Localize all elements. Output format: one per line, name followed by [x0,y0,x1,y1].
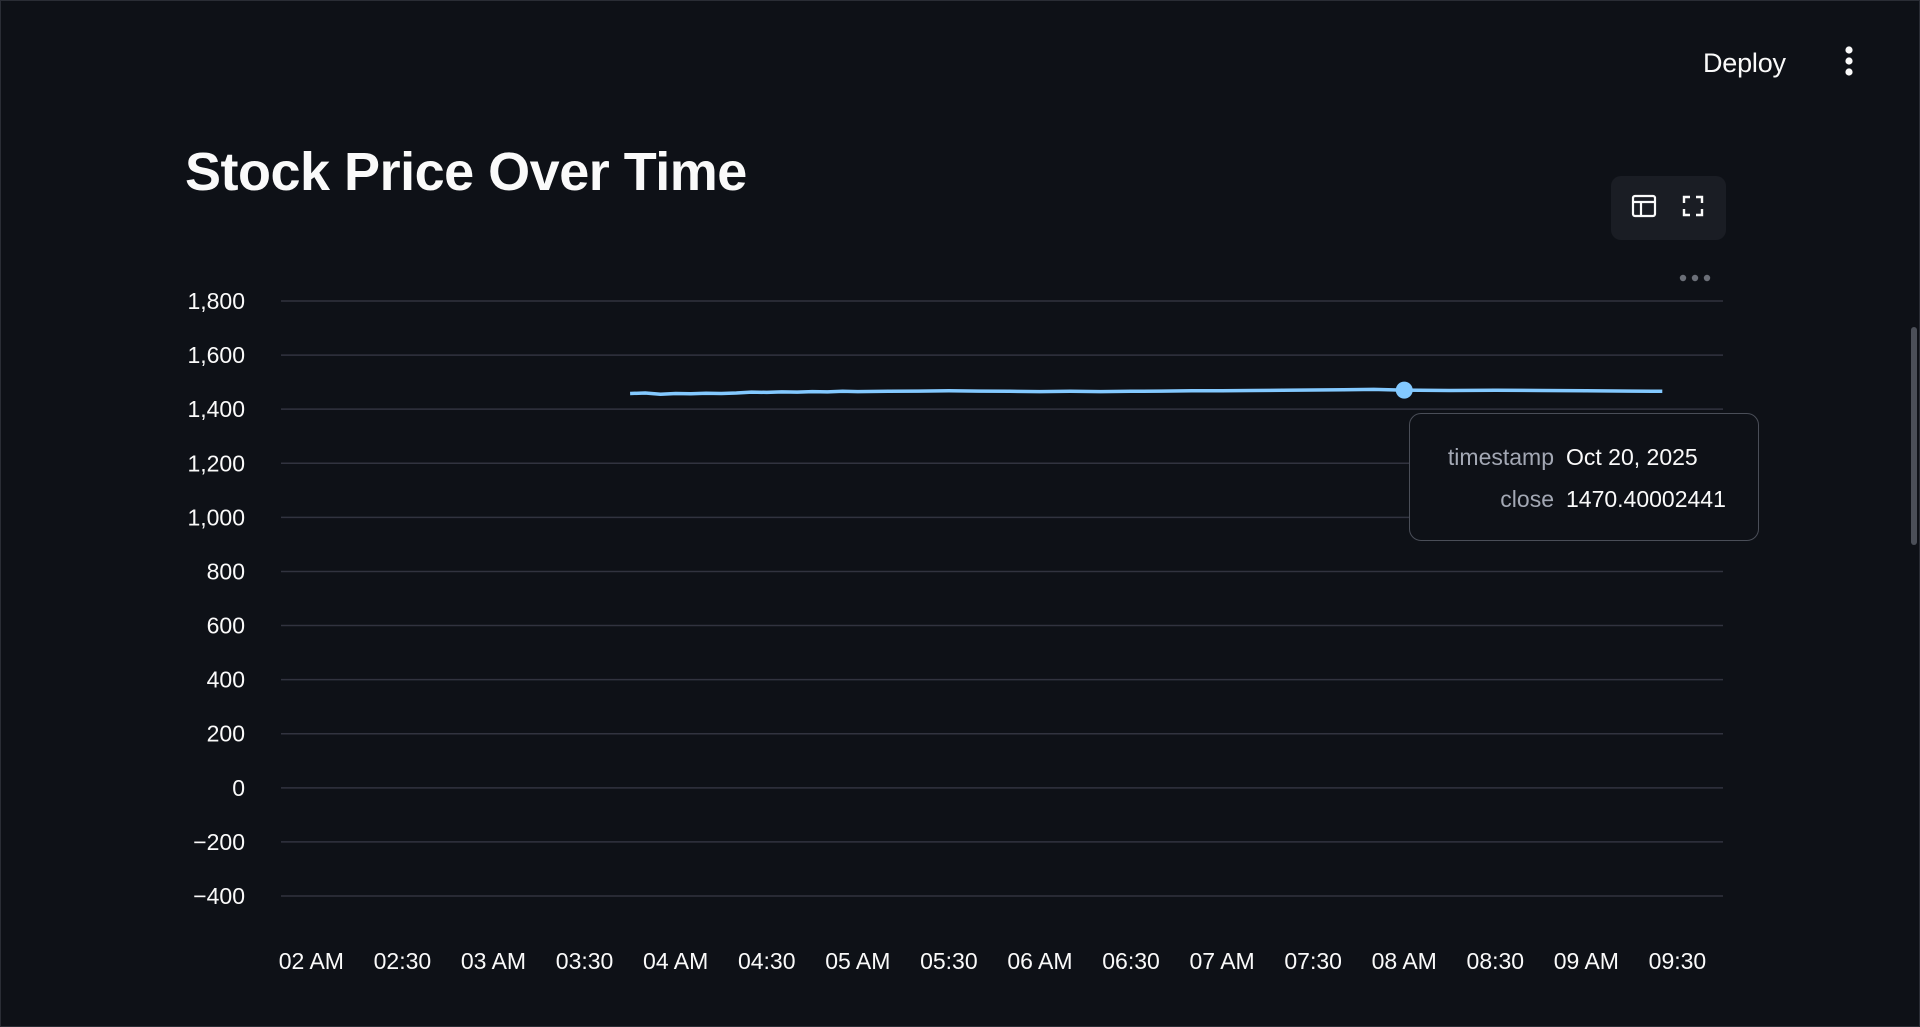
tooltip-key: timestamp [1447,443,1554,470]
y-tick-label: 0 [232,775,245,801]
deploy-button[interactable]: Deploy [1703,47,1786,78]
x-tick-label: 02:30 [374,948,432,974]
series-line [630,387,1663,397]
x-tick-label: 02 AM [279,948,344,974]
y-tick-label: 400 [207,667,245,693]
chart-tooltip: timestamp Oct 20, 2025 close 1470.400024… [1409,413,1759,541]
x-tick-label: 05:30 [920,948,978,974]
scrollbar-thumb[interactable] [1911,327,1917,545]
x-tick-label: 07 AM [1189,948,1254,974]
x-tick-label: 08:30 [1467,948,1525,974]
main-menu-button[interactable] [1831,41,1867,85]
tooltip-value: Oct 20, 2025 [1566,443,1698,470]
y-tick-label: −200 [193,829,245,855]
y-tick-label: 1,600 [187,342,245,368]
y-tick-label: 600 [207,613,245,639]
y-tick-label: 200 [207,721,245,747]
app-header: Deploy [1,1,1919,121]
x-tick-label: 03:30 [556,948,614,974]
tooltip-row-close: close 1470.40002441 [1438,478,1730,520]
highlight-point [1395,381,1413,399]
x-tick-label: 06 AM [1007,948,1072,974]
y-tick-label: 1,200 [187,450,245,476]
chart-actions-button[interactable] [1675,269,1715,289]
tooltip-key: close [1500,485,1554,512]
fullscreen-icon [1680,193,1706,224]
x-tick-label: 07:30 [1284,948,1342,974]
x-tick-label: 05 AM [825,948,890,974]
vertical-ellipsis-icon [1844,45,1854,82]
table-icon [1630,192,1658,225]
x-tick-label: 03 AM [461,948,526,974]
x-tick-label: 06:30 [1102,948,1160,974]
x-tick-label: 04 AM [643,948,708,974]
page-title: Stock Price Over Time [185,142,747,202]
show-data-button[interactable] [1627,191,1661,225]
x-tick-label: 09:30 [1649,948,1707,974]
fullscreen-button[interactable] [1676,191,1710,225]
y-tick-label: −400 [193,883,245,909]
tooltip-value: 1470.40002441 [1566,485,1726,512]
chart-toolbar [1611,176,1726,240]
y-tick-label: 1,400 [187,396,245,422]
x-tick-label: 09 AM [1554,948,1619,974]
y-tick-label: 800 [207,558,245,584]
tooltip-row-timestamp: timestamp Oct 20, 2025 [1438,436,1730,478]
y-tick-label: 1,800 [187,288,245,314]
x-tick-label: 04:30 [738,948,796,974]
horizontal-ellipsis-icon [1678,270,1712,288]
y-tick-label: 1,000 [187,504,245,530]
x-tick-label: 08 AM [1372,948,1437,974]
